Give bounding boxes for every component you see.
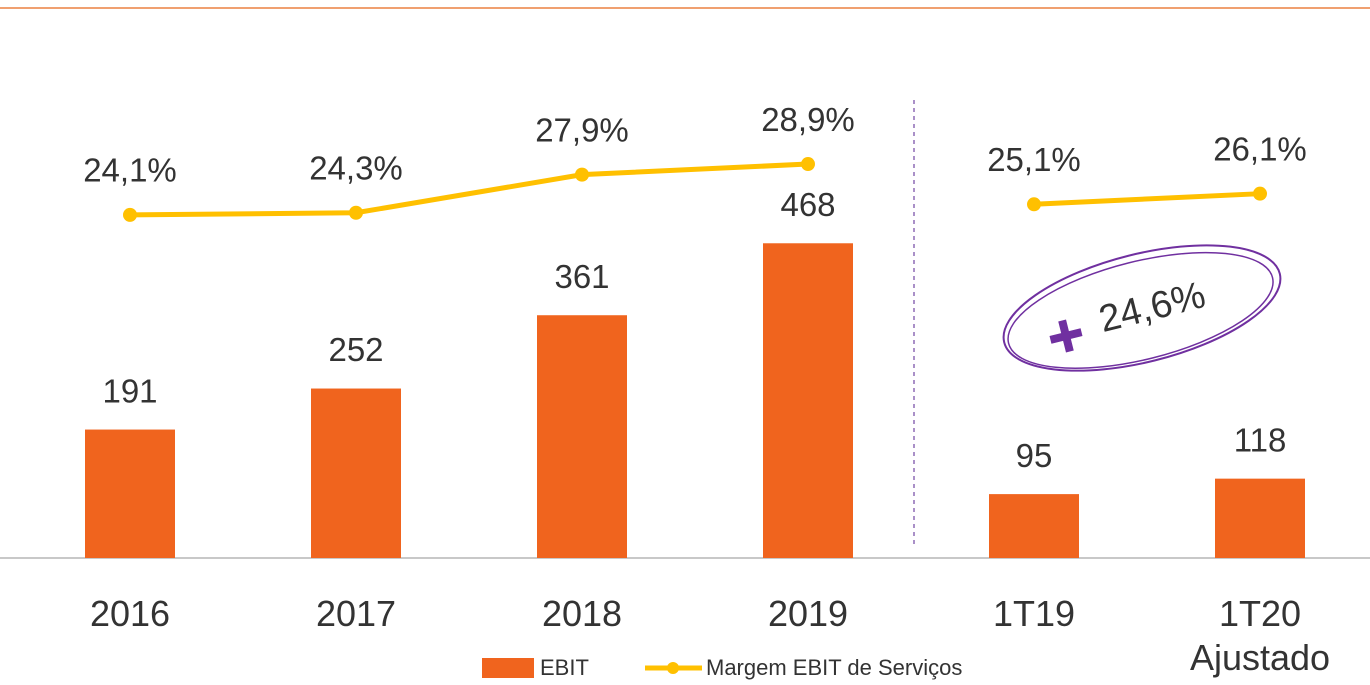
line-value-label: 24,3% bbox=[309, 149, 403, 186]
x-tick-label: 2019 bbox=[767, 593, 849, 634]
line bbox=[129, 161, 809, 218]
line-point bbox=[349, 205, 363, 220]
line-value-label: 27,9% bbox=[535, 111, 629, 148]
bar bbox=[989, 494, 1079, 558]
bar-value-label: 95 bbox=[1016, 437, 1053, 474]
line-point bbox=[801, 157, 815, 172]
annotation-text: 24,6% bbox=[1095, 274, 1210, 341]
x-tick-label: 2016 bbox=[89, 593, 171, 634]
bar-value-label: 118 bbox=[1234, 421, 1287, 458]
x-tick-label: 2018 bbox=[541, 593, 623, 634]
legend-label: EBIT bbox=[540, 655, 589, 680]
bar bbox=[1215, 478, 1305, 558]
legend-swatch bbox=[667, 662, 679, 674]
legend-swatch bbox=[482, 658, 534, 678]
annotation-ring bbox=[1002, 244, 1282, 372]
annotation-ring bbox=[1007, 251, 1274, 369]
bar bbox=[537, 315, 627, 558]
bar bbox=[763, 243, 853, 558]
line-point bbox=[1027, 197, 1041, 212]
line-value-label: 26,1% bbox=[1213, 130, 1307, 167]
bar-value-label: 191 bbox=[102, 372, 157, 409]
bar-value-label: 252 bbox=[328, 331, 383, 368]
line-point bbox=[1253, 186, 1267, 201]
annotation: 24,6% bbox=[1002, 244, 1282, 372]
x-tick-label: 2017 bbox=[315, 593, 397, 634]
bar bbox=[85, 429, 175, 558]
line-value-label: 28,9% bbox=[761, 101, 855, 138]
legend-label: Margem EBIT de Serviços bbox=[706, 655, 962, 680]
line-point bbox=[123, 207, 137, 222]
annotation-plus bbox=[1049, 319, 1083, 353]
bar-value-label: 361 bbox=[554, 258, 609, 295]
bar-value-label: 468 bbox=[780, 186, 835, 223]
bar bbox=[311, 388, 401, 558]
line-value-label: 24,1% bbox=[83, 152, 177, 189]
line-point bbox=[575, 167, 589, 182]
x-tick-label: 1T20 Ajustado bbox=[1189, 593, 1331, 678]
line-value-label: 25,1% bbox=[987, 141, 1081, 178]
x-tick-label: 1T19 bbox=[992, 593, 1076, 634]
line bbox=[1033, 191, 1261, 207]
